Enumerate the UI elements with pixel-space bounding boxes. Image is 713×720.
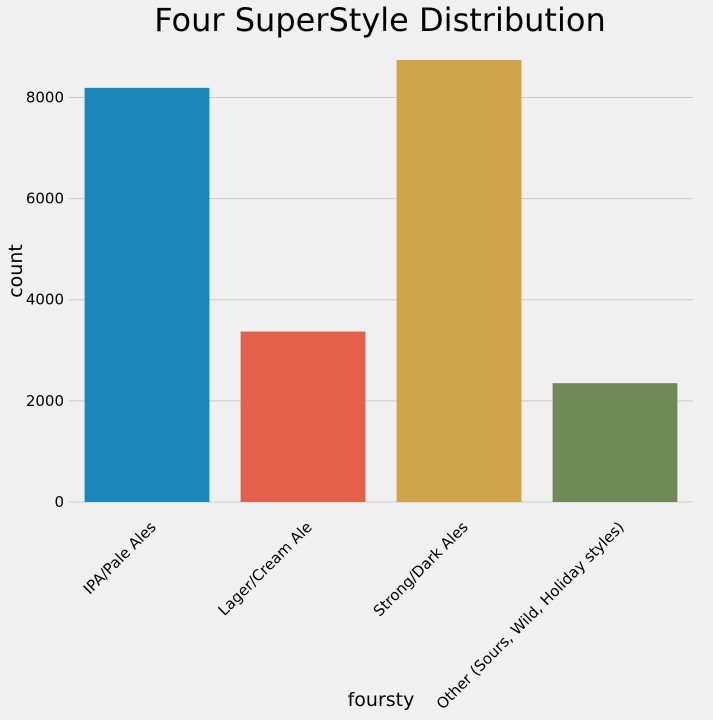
x-tick-label: Other (Sours, Wild, Holiday styles)	[433, 518, 628, 713]
y-tick-label: 2000	[26, 392, 64, 410]
y-tick-labels: 0 2000 4000 6000 8000	[26, 88, 64, 511]
bars	[84, 60, 678, 503]
bar-1	[84, 87, 210, 502]
x-tick-label: Lager/Cream Ale	[214, 518, 315, 619]
bar-2	[240, 331, 366, 502]
x-tick-label: Strong/Dark Ales	[370, 518, 472, 620]
bar-3	[396, 60, 522, 503]
x-tick-labels: IPA/Pale Ales Lager/Cream Ale Strong/Dark …	[80, 518, 628, 713]
y-tick-label: 6000	[26, 190, 64, 208]
bar-4	[552, 383, 678, 502]
y-tick-label: 4000	[26, 291, 64, 309]
chart-title: Four SuperStyle Distribution	[154, 1, 605, 39]
x-axis-label: foursty	[348, 689, 415, 711]
y-tick-label: 0	[54, 493, 64, 511]
y-axis-label: count	[5, 244, 27, 298]
x-tick-label: IPA/Pale Ales	[80, 518, 160, 598]
y-tick-label: 8000	[26, 88, 64, 106]
